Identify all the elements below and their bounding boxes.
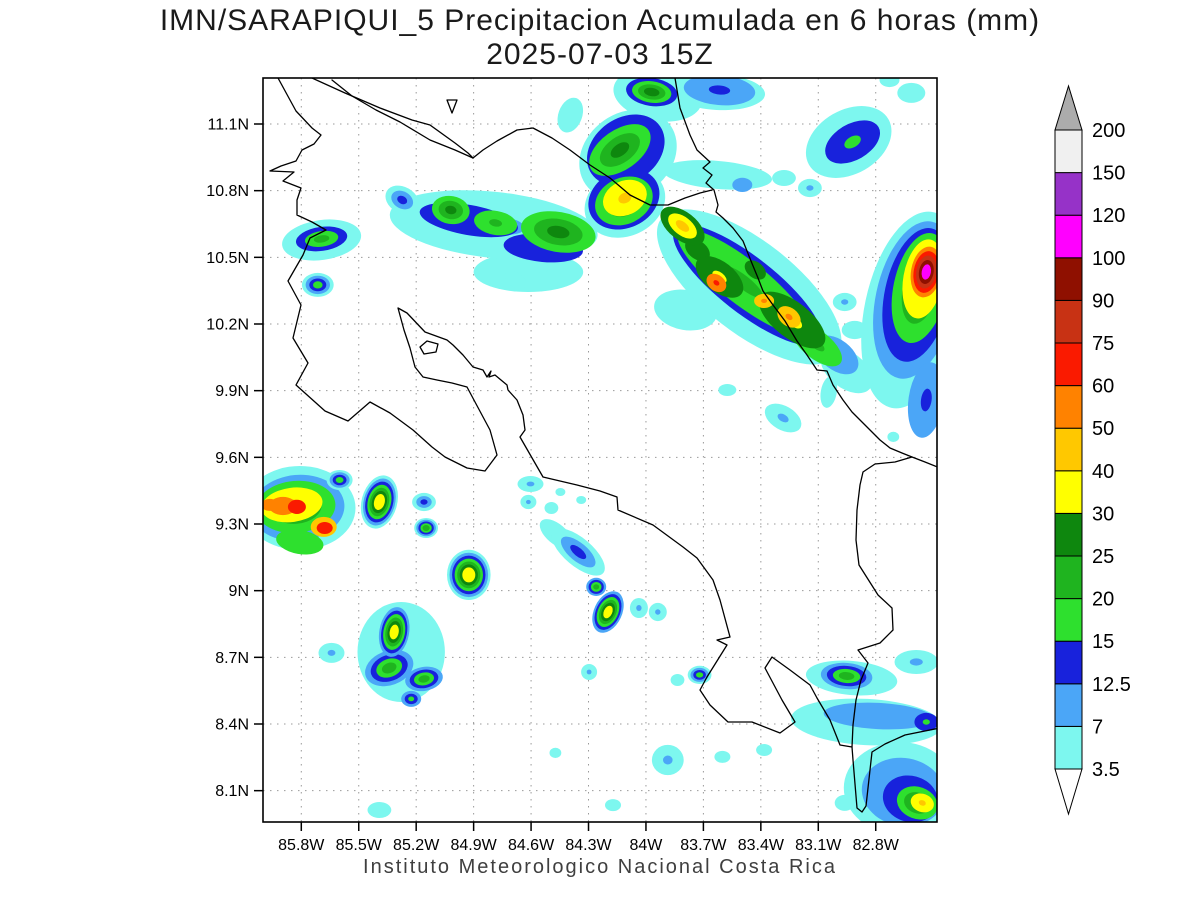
colorbar-tick-label: 30 — [1092, 503, 1114, 525]
y-tick-label: 9N — [229, 583, 249, 600]
colorbar-tick-label: 200 — [1092, 120, 1125, 142]
x-tick-label: 83.4W — [738, 837, 785, 854]
colorbar-tick-label: 75 — [1092, 333, 1114, 355]
x-tick-label: 82.8W — [853, 837, 900, 854]
y-tick-label: 9.9N — [215, 383, 249, 400]
plot-frame — [262, 77, 938, 823]
x-tick-label: 84.6W — [508, 837, 555, 854]
attribution-footer: Instituto Meteorologico Nacional Costa R… — [363, 856, 837, 878]
y-tick-label: 8.7N — [215, 650, 249, 667]
y-tick-label: 11.1N — [207, 117, 249, 134]
colorbar-under-arrow — [1054, 768, 1083, 816]
x-tick-label: 83.1W — [795, 837, 842, 854]
x-tick-label: 85.2W — [393, 837, 440, 854]
lake-nicaragua-lower-shore-path — [331, 79, 474, 159]
y-tick-label: 9.3N — [215, 517, 249, 534]
precip-shaded-cells — [263, 78, 937, 822]
colorbar-tick-label: 100 — [1092, 248, 1125, 270]
chart-title: IMN/SARAPIQUI_5 Precipitacion Acumulada … — [159, 4, 1041, 37]
san-juan-river-path — [472, 127, 713, 206]
x-tick-label: 84.9W — [451, 837, 498, 854]
colorbar-tick-label: 15 — [1092, 631, 1114, 653]
colorbar-tick-label: 50 — [1092, 418, 1114, 440]
coastline-borders — [269, 78, 937, 813]
chart-valid-time: 2025-07-03 15Z — [486, 38, 714, 71]
y-tick-label: 8.1N — [215, 783, 249, 800]
colorbar-tick-label: 20 — [1092, 589, 1114, 611]
axis-ticks-labels: 85.8W 85.5W 85.2W 84.9W 84.6W 84.3W 84W 83.7W 83… — [206, 117, 899, 855]
colorbar-over-arrow — [1054, 84, 1083, 131]
x-tick-label: 84W — [630, 837, 664, 854]
y-tick-label: 10.2N — [206, 317, 249, 334]
panama-border-path — [851, 456, 913, 748]
y-tick-label: 10.8N — [206, 183, 249, 200]
colorbar-tick-label: 25 — [1092, 546, 1114, 568]
colorbar-legend: 3.5 7 12.5 15 20 25 30 40 50 60 75 90 100 120 150 200 — [1054, 84, 1131, 816]
y-tick-label: 8.4N — [215, 717, 249, 734]
colorbar-tick-label: 40 — [1092, 461, 1114, 483]
y-tick-label: 10.5N — [206, 250, 249, 267]
x-tick-label: 83.7W — [680, 837, 727, 854]
colorbar-tick-label: 7 — [1092, 716, 1103, 738]
island-triangle-path — [446, 99, 458, 114]
colorbar-tick-label: 120 — [1092, 205, 1125, 227]
colorbar-tick-label: 150 — [1092, 163, 1125, 185]
colorbar-tick-label: 3.5 — [1092, 759, 1120, 781]
x-tick-label: 85.8W — [278, 837, 325, 854]
pacific-coast-path — [269, 78, 937, 813]
colorbar-tick-label: 12.5 — [1092, 674, 1131, 696]
colorbar-tick-label: 90 — [1092, 290, 1114, 312]
x-tick-label: 85.5W — [336, 837, 383, 854]
gulf-island-path — [419, 340, 439, 355]
x-tick-label: 84.3W — [565, 837, 612, 854]
caribbean-coast-path — [674, 78, 937, 468]
y-tick-label: 9.6N — [215, 450, 249, 467]
colorbar-tick-label: 60 — [1092, 376, 1114, 398]
